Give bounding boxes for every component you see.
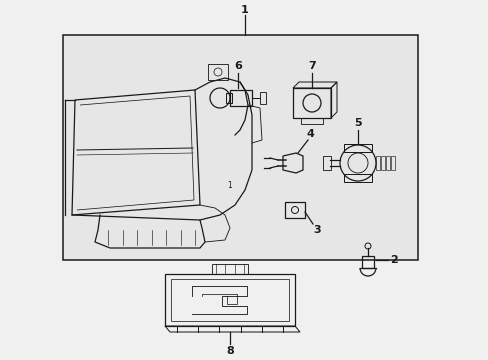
Text: 4: 4 <box>305 129 313 139</box>
Bar <box>285 202 305 218</box>
Bar <box>390 156 394 170</box>
Bar <box>323 156 330 170</box>
Text: 2: 2 <box>389 255 397 265</box>
Bar <box>229 90 251 106</box>
Bar <box>361 256 373 268</box>
Text: 8: 8 <box>225 346 233 356</box>
Bar <box>301 118 323 124</box>
Bar <box>343 144 371 152</box>
Bar <box>385 156 389 170</box>
Bar <box>171 279 288 321</box>
Text: 6: 6 <box>234 61 242 71</box>
Bar <box>63 35 417 260</box>
Bar <box>292 88 330 118</box>
Text: 1: 1 <box>227 180 232 189</box>
Bar <box>260 92 265 104</box>
Text: 5: 5 <box>353 118 361 128</box>
Bar <box>343 174 371 182</box>
Text: 1: 1 <box>241 5 248 15</box>
Bar <box>164 274 294 326</box>
Bar <box>207 64 227 80</box>
Bar <box>225 93 231 103</box>
Bar <box>375 156 379 170</box>
Bar <box>212 264 247 274</box>
Text: 7: 7 <box>307 61 315 71</box>
Bar <box>380 156 384 170</box>
Text: 3: 3 <box>312 225 320 235</box>
